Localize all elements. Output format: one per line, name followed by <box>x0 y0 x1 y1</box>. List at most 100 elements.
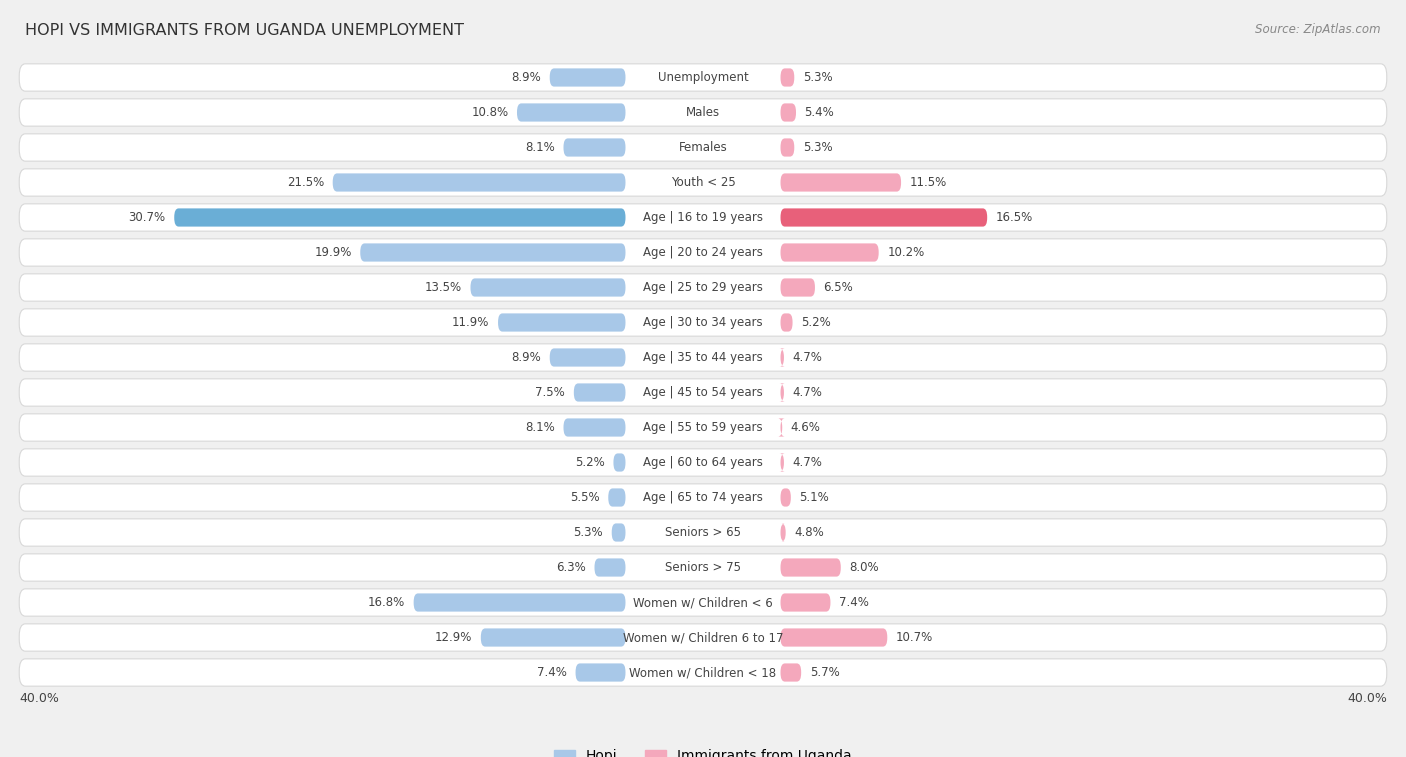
Text: 5.3%: 5.3% <box>803 141 832 154</box>
FancyBboxPatch shape <box>413 593 626 612</box>
Text: Age | 45 to 54 years: Age | 45 to 54 years <box>643 386 763 399</box>
FancyBboxPatch shape <box>780 244 879 262</box>
Text: 5.3%: 5.3% <box>803 71 832 84</box>
FancyBboxPatch shape <box>780 348 785 366</box>
FancyBboxPatch shape <box>780 279 815 297</box>
Text: 11.9%: 11.9% <box>453 316 489 329</box>
Text: Source: ZipAtlas.com: Source: ZipAtlas.com <box>1256 23 1381 36</box>
Text: 8.1%: 8.1% <box>524 141 555 154</box>
FancyBboxPatch shape <box>20 554 1386 581</box>
FancyBboxPatch shape <box>780 68 794 86</box>
Text: HOPI VS IMMIGRANTS FROM UGANDA UNEMPLOYMENT: HOPI VS IMMIGRANTS FROM UGANDA UNEMPLOYM… <box>25 23 464 38</box>
Text: 7.4%: 7.4% <box>839 596 869 609</box>
Text: 8.1%: 8.1% <box>524 421 555 434</box>
Text: 12.9%: 12.9% <box>434 631 472 644</box>
FancyBboxPatch shape <box>780 488 790 506</box>
FancyBboxPatch shape <box>20 519 1386 546</box>
FancyBboxPatch shape <box>780 104 796 122</box>
Text: 5.5%: 5.5% <box>569 491 599 504</box>
FancyBboxPatch shape <box>20 624 1386 651</box>
Text: 16.5%: 16.5% <box>995 211 1033 224</box>
FancyBboxPatch shape <box>780 313 793 332</box>
FancyBboxPatch shape <box>174 208 626 226</box>
FancyBboxPatch shape <box>20 449 1386 476</box>
FancyBboxPatch shape <box>20 64 1386 91</box>
FancyBboxPatch shape <box>613 453 626 472</box>
Text: 8.9%: 8.9% <box>512 351 541 364</box>
Text: 4.7%: 4.7% <box>793 456 823 469</box>
Text: Age | 25 to 29 years: Age | 25 to 29 years <box>643 281 763 294</box>
Text: 10.7%: 10.7% <box>896 631 934 644</box>
FancyBboxPatch shape <box>498 313 626 332</box>
FancyBboxPatch shape <box>20 589 1386 616</box>
Text: Age | 30 to 34 years: Age | 30 to 34 years <box>643 316 763 329</box>
FancyBboxPatch shape <box>780 453 785 472</box>
FancyBboxPatch shape <box>780 559 841 577</box>
FancyBboxPatch shape <box>612 523 626 541</box>
Text: 10.2%: 10.2% <box>887 246 925 259</box>
Legend: Hopi, Immigrants from Uganda: Hopi, Immigrants from Uganda <box>548 743 858 757</box>
Text: 7.5%: 7.5% <box>536 386 565 399</box>
Text: 5.2%: 5.2% <box>801 316 831 329</box>
FancyBboxPatch shape <box>780 208 987 226</box>
Text: 6.3%: 6.3% <box>557 561 586 574</box>
Text: Females: Females <box>679 141 727 154</box>
FancyBboxPatch shape <box>778 419 785 437</box>
FancyBboxPatch shape <box>20 484 1386 511</box>
FancyBboxPatch shape <box>780 173 901 192</box>
Text: Women w/ Children 6 to 17: Women w/ Children 6 to 17 <box>623 631 783 644</box>
FancyBboxPatch shape <box>780 523 786 541</box>
Text: Youth < 25: Youth < 25 <box>671 176 735 189</box>
Text: Age | 55 to 59 years: Age | 55 to 59 years <box>643 421 763 434</box>
FancyBboxPatch shape <box>20 344 1386 371</box>
FancyBboxPatch shape <box>20 169 1386 196</box>
Text: 5.2%: 5.2% <box>575 456 605 469</box>
FancyBboxPatch shape <box>20 378 1386 407</box>
Text: Unemployment: Unemployment <box>658 71 748 84</box>
Text: 19.9%: 19.9% <box>315 246 352 259</box>
FancyBboxPatch shape <box>595 559 626 577</box>
FancyBboxPatch shape <box>550 348 626 366</box>
FancyBboxPatch shape <box>360 244 626 262</box>
Text: 4.7%: 4.7% <box>793 351 823 364</box>
Text: 8.9%: 8.9% <box>512 71 541 84</box>
FancyBboxPatch shape <box>575 663 626 681</box>
FancyBboxPatch shape <box>20 204 1386 231</box>
Text: 4.6%: 4.6% <box>790 421 821 434</box>
Text: 5.3%: 5.3% <box>574 526 603 539</box>
Text: 11.5%: 11.5% <box>910 176 946 189</box>
FancyBboxPatch shape <box>20 134 1386 161</box>
FancyBboxPatch shape <box>609 488 626 506</box>
Text: 6.5%: 6.5% <box>824 281 853 294</box>
Text: Seniors > 75: Seniors > 75 <box>665 561 741 574</box>
FancyBboxPatch shape <box>564 139 626 157</box>
Text: 16.8%: 16.8% <box>368 596 405 609</box>
Text: Age | 65 to 74 years: Age | 65 to 74 years <box>643 491 763 504</box>
Text: Age | 60 to 64 years: Age | 60 to 64 years <box>643 456 763 469</box>
Text: Males: Males <box>686 106 720 119</box>
FancyBboxPatch shape <box>564 419 626 437</box>
FancyBboxPatch shape <box>20 99 1386 126</box>
Text: Age | 35 to 44 years: Age | 35 to 44 years <box>643 351 763 364</box>
FancyBboxPatch shape <box>780 383 785 402</box>
FancyBboxPatch shape <box>780 593 831 612</box>
FancyBboxPatch shape <box>550 68 626 86</box>
Text: 4.7%: 4.7% <box>793 386 823 399</box>
Text: Seniors > 65: Seniors > 65 <box>665 526 741 539</box>
FancyBboxPatch shape <box>481 628 626 646</box>
Text: 40.0%: 40.0% <box>20 692 59 706</box>
FancyBboxPatch shape <box>780 628 887 646</box>
Text: 40.0%: 40.0% <box>1347 692 1386 706</box>
Text: 13.5%: 13.5% <box>425 281 461 294</box>
Text: 5.1%: 5.1% <box>800 491 830 504</box>
Text: 8.0%: 8.0% <box>849 561 879 574</box>
Text: 21.5%: 21.5% <box>287 176 323 189</box>
FancyBboxPatch shape <box>471 279 626 297</box>
Text: 30.7%: 30.7% <box>128 211 166 224</box>
FancyBboxPatch shape <box>517 104 626 122</box>
Text: Age | 16 to 19 years: Age | 16 to 19 years <box>643 211 763 224</box>
Text: Women w/ Children < 6: Women w/ Children < 6 <box>633 596 773 609</box>
FancyBboxPatch shape <box>780 139 794 157</box>
FancyBboxPatch shape <box>780 663 801 681</box>
Text: 4.8%: 4.8% <box>794 526 824 539</box>
